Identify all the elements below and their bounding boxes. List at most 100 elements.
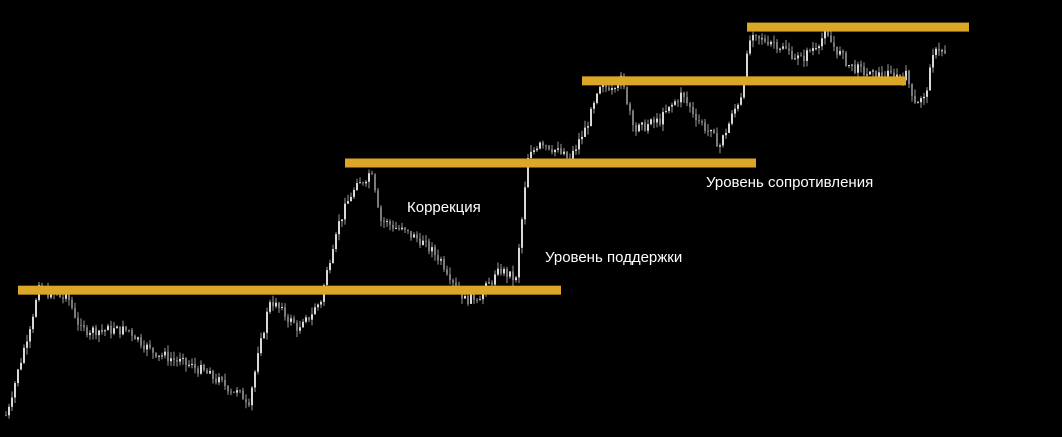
candle [512,265,514,287]
candle [71,296,73,310]
candle [287,313,289,328]
candle [689,101,691,113]
candle-body [134,335,136,340]
candle-body [125,326,127,330]
candle-body [284,307,286,317]
candle-body [806,50,808,61]
candle-body [548,145,550,150]
candle [515,275,517,283]
candle-body [245,399,247,403]
candle [506,266,508,284]
candle [80,318,82,332]
candle-body [167,351,169,362]
candle-body [650,119,652,125]
candle [308,316,310,323]
candle-body [242,390,244,400]
candle-body [350,196,352,202]
candle-body [248,402,250,406]
candle [221,375,223,383]
candle-body [680,92,682,103]
candle [377,188,379,208]
candle [929,64,931,91]
candle-body [899,74,901,77]
candle-body [722,135,724,146]
candle [344,197,346,225]
candle-body [317,304,319,308]
candle-body [380,207,382,221]
candle [89,330,91,340]
candle [590,106,592,127]
candle [275,297,277,309]
candle [740,93,742,106]
candle-body [500,268,502,274]
candle [404,226,406,233]
candle [821,32,823,51]
candle-body [683,92,685,98]
candle [356,178,358,191]
candle [479,295,481,301]
candle-body [407,229,409,232]
candle-body [734,108,736,114]
candle [347,194,349,204]
candle [545,144,547,151]
candle [716,127,718,147]
candle [314,303,316,315]
candle [566,151,568,159]
candle [254,370,256,392]
candle-body [221,377,223,380]
candle-body [218,377,220,383]
candle [92,325,94,340]
candle-body [431,247,433,252]
candle-body [731,113,733,124]
candle [944,45,946,55]
candle [518,243,520,284]
candle [488,277,490,284]
candle-body [599,86,601,94]
candle [320,300,322,309]
candle-body [605,84,607,88]
candle [164,347,166,359]
candle [593,100,595,114]
candle [203,363,205,372]
candle [230,388,232,396]
candle-body [155,352,157,357]
candle-body [653,119,655,123]
candle-body [95,327,97,336]
candle [260,332,262,357]
candle-body [560,148,562,154]
candle-body [818,46,820,49]
candle [401,222,403,231]
candle-body [674,101,676,105]
candle-body [302,321,304,328]
candle-body [476,299,478,301]
candle-body [527,157,529,188]
candle [671,102,673,113]
candle [362,181,364,186]
candle-body [365,181,367,184]
candle-body [491,282,493,285]
candle-body [536,148,538,151]
candle-body [383,220,385,222]
candle [731,110,733,126]
candle-body [854,64,856,73]
candle-body [401,227,403,230]
candle-body [20,362,22,370]
candle [251,385,253,411]
candle [191,358,193,369]
candle [626,86,628,106]
candle [419,232,421,248]
candle-body [374,174,376,191]
candle-body [758,35,760,39]
candle-body [515,277,517,281]
candle-body [410,231,412,238]
candle-body [878,72,880,80]
candle [638,123,640,133]
candle-body [797,55,799,59]
candle-body [941,50,943,52]
candle [557,141,559,153]
candle [536,146,538,152]
candle-body [224,379,226,387]
candle-body [578,139,580,150]
candle-body [539,142,541,149]
candle-body [788,48,790,51]
